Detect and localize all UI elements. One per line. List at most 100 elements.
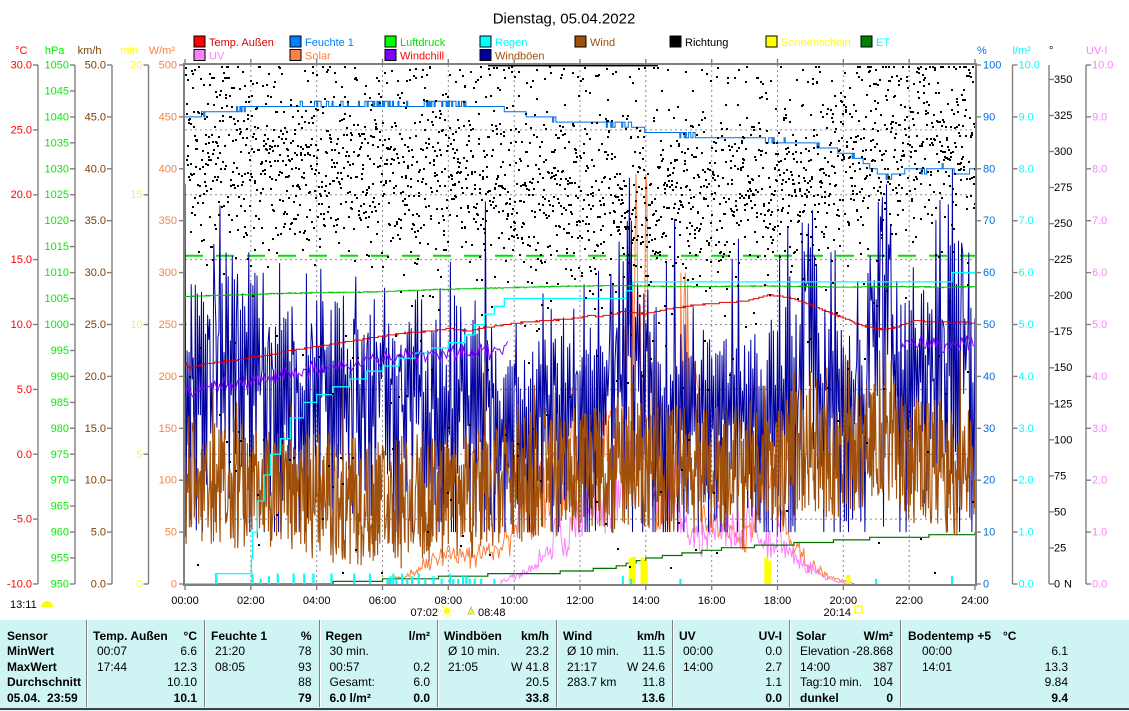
svg-text:Solar: Solar [305,51,331,63]
svg-text:22:00: 22:00 [895,595,923,607]
svg-text:1.0: 1.0 [1092,527,1107,539]
svg-text:%: % [977,45,987,57]
svg-text:275: 275 [1054,182,1072,194]
svg-text:8.0: 8.0 [1092,163,1107,175]
svg-text:1000: 1000 [45,319,69,331]
svg-text:UV: UV [209,51,225,63]
svg-text:Richtung: Richtung [685,37,728,49]
svg-text:-5.0: -5.0 [13,514,32,526]
svg-text:14:00: 14:00 [632,595,660,607]
svg-text:1015: 1015 [45,241,69,253]
svg-text:4.0: 4.0 [1019,371,1034,383]
svg-text:00:00: 00:00 [171,595,199,607]
svg-text:300: 300 [1054,146,1072,158]
svg-text:1010: 1010 [45,267,69,279]
svg-text:45.0: 45.0 [85,111,106,123]
svg-text:20:00: 20:00 [830,595,858,607]
svg-text:Temp. Außen: Temp. Außen [209,37,274,49]
svg-text:Feuchte 1: Feuchte 1 [305,37,354,49]
svg-text:Regen: Regen [495,37,527,49]
svg-text:225: 225 [1054,254,1072,266]
svg-text:975: 975 [51,449,69,461]
svg-text:12:00: 12:00 [566,595,594,607]
svg-text:960: 960 [51,527,69,539]
svg-text:04:00: 04:00 [303,595,331,607]
svg-text:W/m²: W/m² [149,45,176,57]
svg-text:9.0: 9.0 [1019,111,1034,123]
svg-text:0: 0 [136,579,142,591]
svg-text:0: 0 [1054,579,1060,591]
svg-text:ET: ET [876,37,890,49]
svg-text:15: 15 [130,189,142,201]
svg-text:6.0: 6.0 [1092,267,1107,279]
svg-text:980: 980 [51,423,69,435]
svg-text:250: 250 [159,319,177,331]
svg-text:60: 60 [983,267,995,279]
svg-text:100: 100 [1054,434,1072,446]
svg-text:1.0: 1.0 [1019,527,1034,539]
svg-text:300: 300 [159,267,177,279]
svg-text:min: min [120,45,138,57]
svg-text:1025: 1025 [45,189,69,201]
svg-text:40: 40 [983,371,995,383]
svg-text:50: 50 [983,319,995,331]
svg-text:8.0: 8.0 [1019,163,1034,175]
svg-text:15.0: 15.0 [85,423,106,435]
svg-text:400: 400 [159,163,177,175]
svg-text:Sonnenschein: Sonnenschein [781,37,851,49]
svg-text:5: 5 [136,449,142,461]
svg-text:0.0: 0.0 [17,449,32,461]
svg-text:150: 150 [1054,362,1072,374]
svg-text:25.0: 25.0 [11,124,32,136]
svg-text:1005: 1005 [45,293,69,305]
svg-text:200: 200 [159,371,177,383]
svg-text:10.0: 10.0 [1092,60,1113,72]
svg-text:30: 30 [983,423,995,435]
svg-text:950: 950 [51,579,69,591]
svg-text:-10.0: -10.0 [7,579,32,591]
svg-text:Windböen: Windböen [495,51,545,63]
svg-text:10:00: 10:00 [500,595,528,607]
svg-text:20:14: 20:14 [823,607,851,619]
svg-text:24:00: 24:00 [961,595,989,607]
svg-text:1035: 1035 [45,137,69,149]
svg-text:200: 200 [1054,290,1072,302]
svg-text:0: 0 [983,579,989,591]
svg-text:10.0: 10.0 [1019,60,1040,72]
svg-text:13:11: 13:11 [10,599,37,611]
svg-text:Wind: Wind [590,37,615,49]
svg-text:965: 965 [51,501,69,513]
svg-text:1030: 1030 [45,163,69,175]
svg-text:955: 955 [51,553,69,565]
svg-text:3.0: 3.0 [1092,423,1107,435]
svg-text:5.0: 5.0 [1019,319,1034,331]
svg-text:N: N [1064,579,1072,591]
svg-text:250: 250 [1054,218,1072,230]
svg-text:9.0: 9.0 [1092,111,1107,123]
svg-text:0: 0 [171,579,177,591]
svg-text:80: 80 [983,163,995,175]
svg-text:15.0: 15.0 [11,254,32,266]
svg-text:20: 20 [130,60,142,72]
svg-text:7.0: 7.0 [1092,215,1107,227]
svg-text:1050: 1050 [45,60,69,72]
svg-text:0.0: 0.0 [1092,579,1107,591]
svg-text:10: 10 [983,527,995,539]
svg-text:10.0: 10.0 [11,319,32,331]
svg-text:07:02: 07:02 [410,607,438,619]
svg-text:50: 50 [1054,506,1066,518]
svg-text:06:00: 06:00 [369,595,397,607]
svg-text:25: 25 [1054,543,1066,555]
svg-text:75: 75 [1054,470,1066,482]
svg-text:Dienstag, 05.04.2022: Dienstag, 05.04.2022 [493,11,636,28]
svg-text:18:00: 18:00 [764,595,792,607]
svg-text:125: 125 [1054,398,1072,410]
svg-text:1045: 1045 [45,86,69,98]
svg-text:325: 325 [1054,110,1072,122]
svg-text:10.0: 10.0 [85,475,106,487]
svg-text:°C: °C [15,45,27,57]
svg-text:7.0: 7.0 [1019,215,1034,227]
svg-text:90: 90 [983,111,995,123]
svg-text:30.0: 30.0 [85,267,106,279]
svg-text:08:00: 08:00 [435,595,463,607]
